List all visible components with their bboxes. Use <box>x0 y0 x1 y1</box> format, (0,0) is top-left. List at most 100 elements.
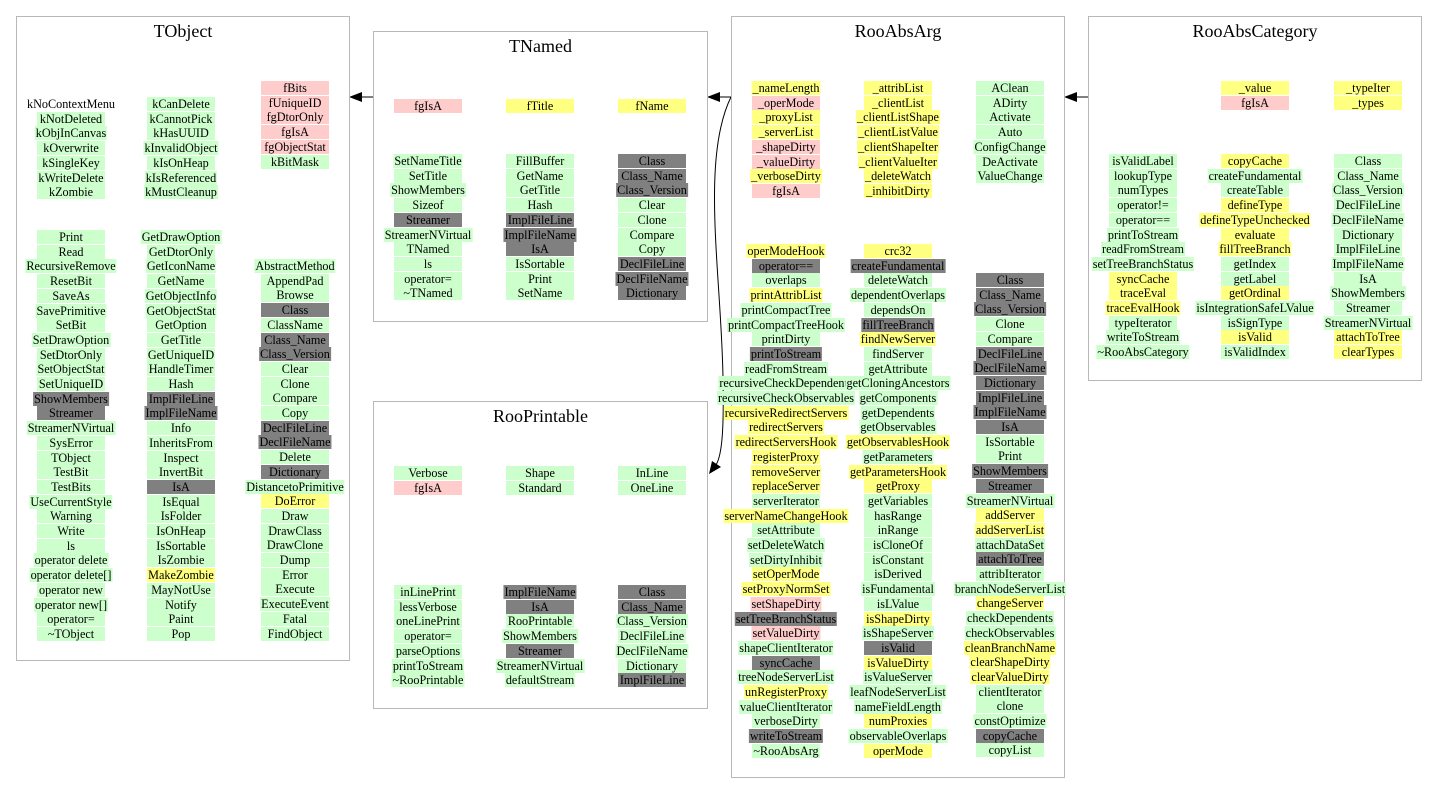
method-member: Class_Version <box>259 347 331 362</box>
method-member: Print <box>976 449 1044 464</box>
data-member: Verbose <box>394 466 462 480</box>
method-member: DeclFileName <box>1331 212 1405 227</box>
method-member: GetName <box>506 168 574 183</box>
method-member: InheritsFrom <box>147 435 215 450</box>
method-member: SetName <box>506 286 574 301</box>
data-member: Shape <box>506 466 574 480</box>
data-member: kWriteDelete <box>37 170 105 185</box>
method-member: operator delete <box>33 553 109 568</box>
method-member: printToStream <box>1106 227 1180 242</box>
method-member: observableOverlaps <box>848 729 948 744</box>
method-member: setDirtyInhibit <box>749 552 823 567</box>
method-member: ImplFileName <box>1331 256 1405 271</box>
method-member: getOrdinal <box>1221 286 1289 301</box>
method-member: clearShapeDirty <box>969 655 1051 670</box>
data-member: fTitle <box>506 99 574 113</box>
method-member: getDependents <box>860 405 936 420</box>
class-box-rooabsarg[interactable]: RooAbsArg _nameLength _operMode _proxyList… <box>716 16 1067 778</box>
method-member: Clone <box>261 376 329 391</box>
data-member: fgIsA <box>261 125 329 140</box>
method-member: valueClientIterator <box>738 699 834 714</box>
class-box-tnamed[interactable]: TNamed fgIsA fTitle fName SetNameTitle Se… <box>373 31 708 322</box>
method-member: evaluate <box>1221 227 1289 242</box>
method-member: isValidIndex <box>1221 345 1289 360</box>
method-member: cleanBranchName <box>963 640 1057 655</box>
data-member: fgIsA <box>1221 95 1289 110</box>
method-member: Read <box>37 244 105 259</box>
method-member: ~RooPrintable <box>391 673 465 688</box>
method-member: IsA <box>506 242 574 257</box>
method-member: DistancetoPrimitive <box>245 479 345 494</box>
method-member: ImplFileName <box>144 406 218 421</box>
method-member: typeIterator <box>1109 315 1177 330</box>
method-member: changeServer <box>975 596 1045 611</box>
method-member: operator delete[] <box>29 568 113 583</box>
method-member: clearValueDirty <box>970 669 1050 684</box>
method-member: DeclFileLine <box>261 420 329 435</box>
data-member: fgIsA <box>394 480 462 495</box>
method-member: Print <box>37 230 105 244</box>
method-member: redirectServersHook <box>734 435 838 450</box>
method-member: ImplFileLine <box>618 673 686 688</box>
method-member: SysError <box>37 435 105 450</box>
method-member: printToStream <box>749 346 823 361</box>
method-member: DeclFileLine <box>618 629 686 644</box>
data-member: ValueChange <box>976 169 1044 184</box>
method-member: findNewServer <box>859 332 937 347</box>
data-member: _operMode <box>752 95 820 110</box>
method-member: traceEvalHook <box>1105 301 1181 315</box>
method-member: ShowMembers <box>1330 286 1406 301</box>
method-member: getObservablesHook <box>845 435 951 450</box>
method-member: SavePrimitive <box>35 303 107 318</box>
method-member: Compare <box>261 391 329 406</box>
class-title: RooPrintable <box>493 406 588 426</box>
data-member: _clientListValue <box>857 125 939 140</box>
data-member: kCannotPick <box>147 111 215 126</box>
method-member: DeclFileName <box>615 643 689 658</box>
method-member: SetUniqueID <box>37 377 105 391</box>
method-member: DrawClass <box>261 523 329 538</box>
data-member: _deleteWatch <box>863 169 933 184</box>
class-box-rooabscategory[interactable]: RooAbsCategory _value fgIsA _typeIter _typ… <box>1088 16 1422 381</box>
method-member: treeNodeServerList <box>737 670 835 685</box>
method-member: defaultStream <box>504 673 576 688</box>
class-box-rooprintable[interactable]: RooPrintable Verbose fgIsA Shape Standard … <box>373 401 708 709</box>
method-member: copyList <box>976 743 1044 758</box>
method-member: Class_Name <box>618 599 686 614</box>
method-member: getProxy <box>864 479 932 494</box>
method-member: Dictionary <box>1334 227 1402 242</box>
method-member: getLabel <box>1221 271 1289 286</box>
data-member: kCanDelete <box>147 97 215 111</box>
method-member: TestBit <box>37 465 105 480</box>
method-member: IsZombie <box>147 553 215 568</box>
method-member: AppendPad <box>261 273 329 288</box>
data-member: fgIsA <box>752 183 820 198</box>
method-member: ImplFileLine <box>147 391 215 406</box>
method-member: attachDataSet <box>975 537 1045 552</box>
class-title: TNamed <box>509 36 572 56</box>
method-member: inRange <box>864 523 932 538</box>
method-member: setAttribute <box>752 523 820 538</box>
method-member: lessVerbose <box>394 599 462 614</box>
method-member: ~RooAbsCategory <box>1096 345 1190 360</box>
method-member: TNamed <box>394 242 462 257</box>
method-member: ~TObject <box>37 626 105 641</box>
data-member: _types <box>1334 95 1402 110</box>
method-member: clone <box>976 699 1044 714</box>
method-member: Compare <box>618 227 686 242</box>
data-member: _serverList <box>752 125 820 140</box>
method-member: Dictionary <box>261 464 329 479</box>
method-member: isShapeDirty <box>864 611 932 626</box>
method-member: StreamerNVirtual <box>383 227 473 242</box>
method-member: Streamer <box>976 478 1044 493</box>
method-member: IsA <box>147 479 215 494</box>
data-member: _attribList <box>864 81 932 95</box>
class-box-tobject[interactable]: TObject kNoContextMenu kNotDeleted kObjInC… <box>16 16 350 661</box>
method-member: StreamerNVirtual <box>495 658 585 673</box>
method-member: attachToTree <box>1334 330 1402 345</box>
method-member: Execute <box>261 582 329 597</box>
data-member: _verboseDirty <box>750 169 822 184</box>
method-member: Clone <box>618 212 686 227</box>
data-member: _clientShapeIter <box>857 139 939 154</box>
